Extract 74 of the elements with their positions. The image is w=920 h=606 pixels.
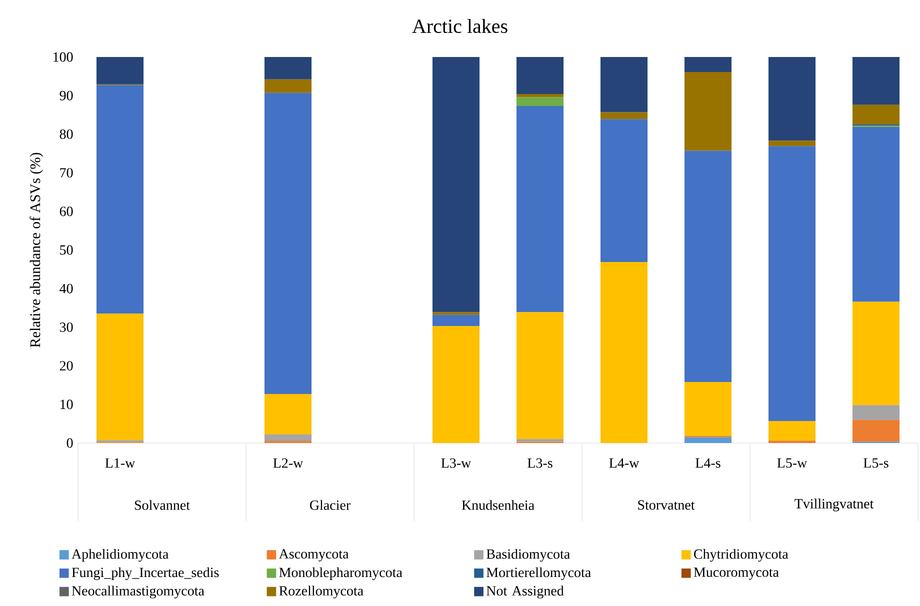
bar: [768, 146, 816, 421]
bar: [852, 302, 900, 406]
text: Glacier: [310, 500, 350, 510]
y-tick-label: 100: [54, 52, 73, 62]
y-tick-label: 50: [60, 245, 73, 255]
legend-label: Rozellomycota: [279, 586, 364, 598]
y-tick-label: 80: [60, 129, 73, 139]
bar: [96, 85, 144, 314]
legend-label: Chytridiomycota: [694, 548, 788, 562]
legend-label: Monoblepharomycota: [279, 567, 402, 580]
bar: [516, 106, 564, 312]
text: Knudsenheia: [462, 500, 534, 510]
legend-label: Basidiomycota: [486, 548, 570, 562]
bar: [600, 112, 648, 120]
y-tick-label: 60: [60, 206, 73, 216]
legend-label: Fungi_phy_Incertae_sedis: [72, 567, 219, 580]
bar: [516, 439, 564, 442]
x-tick-label: L1-w: [105, 458, 136, 468]
y-tick-label: 90: [60, 90, 73, 100]
bar: [768, 56, 816, 141]
bar: [264, 394, 312, 434]
x-tick-label: L4-w: [609, 458, 640, 468]
x-tick-label: L5-w: [777, 458, 808, 468]
text: Storvatnet: [638, 500, 695, 510]
text: Tvillingvatnet: [794, 498, 874, 512]
y-tick-label: 70: [60, 168, 73, 178]
bar: [768, 420, 816, 441]
bar: [852, 56, 900, 105]
bar: [852, 126, 900, 302]
bar: [264, 79, 312, 93]
y-axis-title: Relative abundance of ASVs (%): [30, 152, 44, 348]
y-tick-label: 30: [60, 322, 73, 332]
bar: [516, 97, 564, 106]
x-tick-label: L5-s: [864, 458, 888, 468]
legend-label: Mucoromycota: [694, 568, 779, 580]
bar: [684, 72, 732, 151]
y-tick-label: 10: [60, 400, 73, 410]
bar: [264, 92, 312, 394]
bar: [684, 437, 732, 443]
bar: [852, 420, 900, 442]
bar: [600, 262, 648, 443]
y-tick-label: 20: [60, 361, 73, 371]
y-tick-label: 0: [66, 438, 73, 448]
bar: [432, 312, 480, 315]
bar: [600, 56, 648, 112]
bar: [684, 382, 732, 436]
bar: [516, 94, 564, 98]
bar: [684, 150, 732, 382]
bar: [852, 104, 900, 125]
text: Solvannet: [134, 500, 190, 510]
legend-label: Mortierellomycota: [486, 567, 591, 580]
bar: [684, 56, 732, 72]
bar: [516, 56, 564, 94]
bar: [768, 140, 816, 146]
x-tick-label: L3-s: [528, 458, 552, 468]
bar: [264, 434, 312, 442]
legend-label: Aphelidiomycota: [72, 548, 169, 562]
bar: [96, 314, 144, 440]
bar: [432, 56, 480, 312]
y-tick-label: 40: [60, 284, 73, 294]
bar: [852, 405, 900, 420]
bar: [96, 56, 144, 84]
x-tick-label: L2-w: [273, 458, 304, 468]
bar: [264, 56, 312, 80]
x-tick-label: L3-w: [441, 458, 472, 468]
legend-label: Neocallimastigomycota: [72, 586, 204, 598]
x-tick-label: L4-s: [696, 458, 720, 468]
legend-label: Not Assigned: [486, 586, 564, 598]
bar: [516, 312, 564, 440]
bar: [432, 314, 480, 326]
legend-label: Ascomycota: [278, 549, 349, 562]
chart-title: Arctic lakes: [412, 18, 508, 34]
bar: [432, 326, 480, 443]
bar: [600, 119, 648, 262]
